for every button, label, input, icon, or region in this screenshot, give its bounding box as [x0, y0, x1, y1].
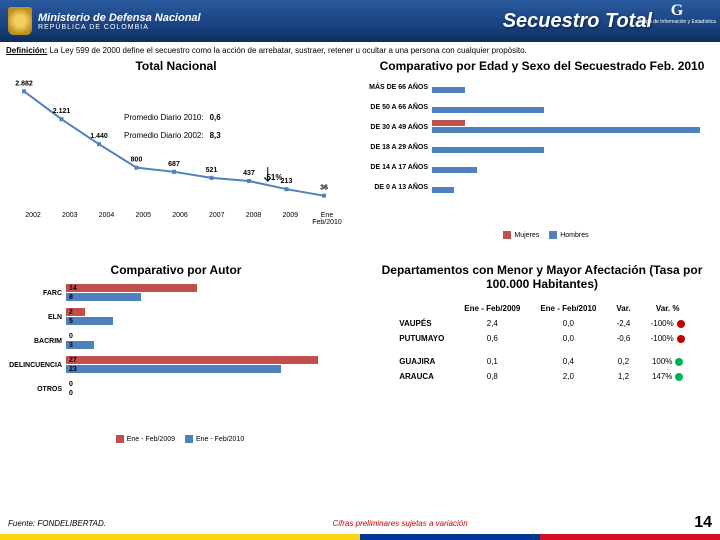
svg-text:687: 687 — [168, 161, 180, 168]
legend-2009-swatch — [116, 435, 124, 443]
age-sex-legend: Mujeres Hombres — [362, 231, 720, 239]
cifras-text: Cifras preliminares sujetas a variación — [333, 519, 468, 528]
dept-title: Departamentos con Menor y Mayor Afectaci… — [362, 263, 720, 291]
age-sex-chart: MÁS DE 66 AÑOSDE 50 A 66 AÑOSDE 30 A 49 … — [362, 77, 720, 227]
author-row: BACRIM03 — [6, 329, 346, 353]
age-row: DE 18 A 29 AÑOS — [362, 137, 720, 157]
svg-text:800: 800 — [131, 157, 143, 164]
page-title: Secuestro Total — [503, 10, 652, 33]
autor-chart: FARC148ELN25BACRIM03DELINCUENCIA2723OTRO… — [6, 281, 346, 431]
age-sex-panel: Comparativo por Edad y Sexo del Secuestr… — [362, 59, 720, 259]
svg-text:1.440: 1.440 — [90, 133, 108, 140]
header-bar: Ministerio de Defensa Nacional REPÚBLICA… — [0, 0, 720, 42]
legend-mujeres-swatch — [503, 231, 511, 239]
autor-title: Comparativo por Autor — [6, 263, 346, 277]
autor-panel: Comparativo por Autor FARC148ELN25BACRIM… — [6, 263, 346, 463]
svg-text:437: 437 — [243, 170, 255, 177]
age-row: DE 14 A 17 AÑOS — [362, 157, 720, 177]
ministry-name: Ministerio de Defensa Nacional — [38, 12, 201, 24]
header-left: Ministerio de Defensa Nacional REPÚBLICA… — [8, 7, 201, 35]
logo-subtitle: Grupo de Información y Estadística — [638, 20, 716, 25]
autor-legend: Ene - Feb/2009 Ene - Feb/2010 — [6, 435, 346, 443]
definition-label: Definición: — [6, 46, 47, 55]
author-row: DELINCUENCIA2723 — [6, 353, 346, 377]
footer: Fuente: FONDELIBERTAD. Cifras preliminar… — [0, 512, 720, 540]
author-row: OTROS00 — [6, 377, 346, 401]
svg-text:36: 36 — [320, 185, 328, 192]
logo-g-icon: G — [638, 2, 716, 20]
author-row: ELN25 — [6, 305, 346, 329]
promedio-2010: Promedio Diario 2010:0,6 — [124, 113, 221, 122]
line-chart: Promedio Diario 2010:0,6 Promedio Diario… — [14, 77, 346, 237]
dept-table: Ene - Feb/2009Ene - Feb/2010Var.Var. %VA… — [362, 301, 720, 384]
republic-name: REPÚBLICA DE COLOMBIA — [38, 24, 201, 31]
page-number: 14 — [694, 514, 712, 532]
author-row: FARC148 — [6, 281, 346, 305]
dept-panel: Departamentos con Menor y Mayor Afectaci… — [362, 263, 720, 463]
age-row: DE 50 A 66 AÑOS — [362, 97, 720, 117]
svg-text:2.882: 2.882 — [15, 80, 33, 87]
svg-text:2.121: 2.121 — [53, 108, 71, 115]
age-row: DE 30 A 49 AÑOS — [362, 117, 720, 137]
header-logo: G Grupo de Información y Estadística — [638, 2, 716, 25]
total-nacional-title: Total Nacional — [6, 59, 346, 73]
promedio-2002: Promedio Diario 2002:8,3 — [124, 131, 221, 140]
definition-text: La Ley 599 de 2000 define el secuestro c… — [50, 46, 527, 55]
definition-row: Definición: La Ley 599 de 2000 define el… — [0, 42, 720, 59]
callout-pct: -51% — [264, 173, 283, 182]
line-x-labels: 20022003200420052006200720082009Ene Feb/… — [14, 212, 346, 226]
age-row: MÁS DE 66 AÑOS — [362, 77, 720, 97]
shield-icon — [8, 7, 32, 35]
age-sex-title: Comparativo por Edad y Sexo del Secuestr… — [362, 59, 720, 73]
total-nacional-panel: Total Nacional Promedio Diario 2010:0,6 … — [6, 59, 346, 259]
svg-text:521: 521 — [206, 167, 218, 174]
line-chart-svg: 2.8822.1211.44080068752143721336 — [14, 77, 334, 207]
legend-2010-swatch — [185, 435, 193, 443]
legend-hombres-swatch — [549, 231, 557, 239]
age-row: DE 0 A 13 AÑOS — [362, 177, 720, 197]
flag-stripe — [0, 534, 720, 540]
fuente-text: Fuente: FONDELIBERTAD. — [8, 519, 106, 528]
